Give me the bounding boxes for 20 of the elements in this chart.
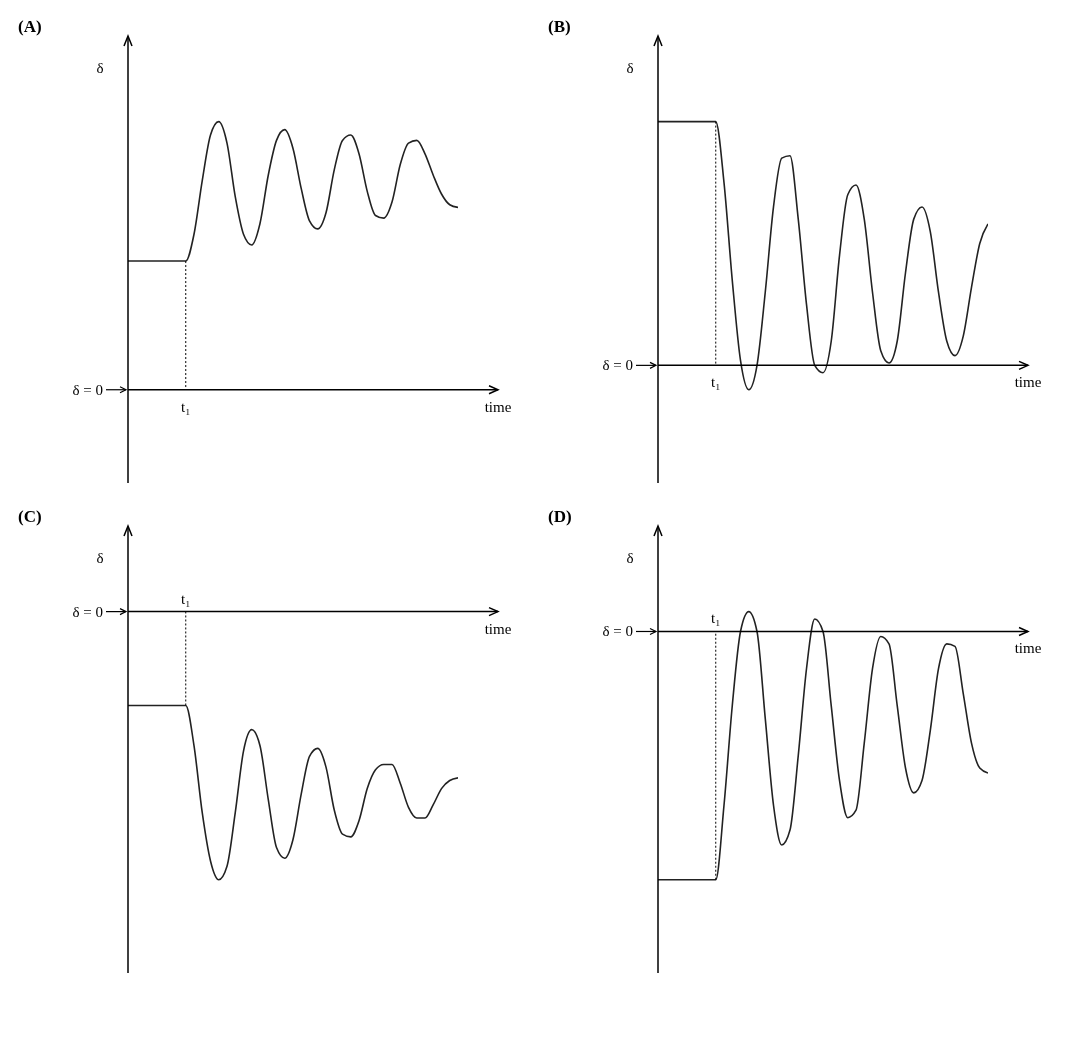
text: t₁ — [181, 398, 191, 415]
x-axis-title: time — [1014, 374, 1042, 391]
chart-title: (B) — [548, 17, 571, 36]
annotation: t₁ — [711, 610, 721, 627]
text: t₁ — [181, 590, 191, 607]
y-axis-title: δ — [96, 550, 104, 566]
x-axis-title: time — [1014, 640, 1042, 657]
text: δ = 0 — [72, 381, 103, 398]
x-axis-title: time — [484, 398, 512, 415]
y-axis-title: δ — [626, 60, 634, 76]
chart-title: (D) — [548, 507, 572, 526]
x-axis-title: time — [484, 620, 512, 637]
text: δ = 0 — [72, 603, 103, 620]
annotation: t₁ — [711, 374, 721, 391]
y-axis-title: δ — [96, 60, 104, 76]
y-axis-title: δ — [626, 550, 634, 566]
text: δ = 0 — [602, 357, 633, 374]
chart-title: (A) — [18, 17, 42, 36]
chart-title: (C) — [18, 507, 42, 526]
text: δ = 0 — [602, 623, 633, 640]
